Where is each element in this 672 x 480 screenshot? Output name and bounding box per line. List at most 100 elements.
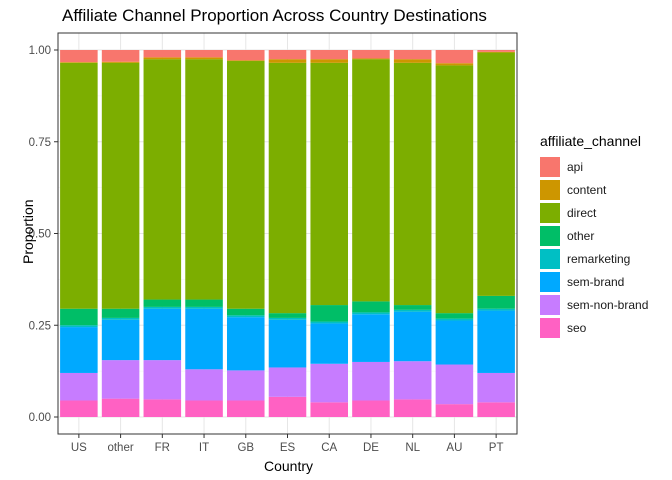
- bar-segment-it-sem-brand: [185, 308, 223, 370]
- legend-key-swatch: [540, 225, 560, 246]
- bar-segment-au-direct: [435, 65, 474, 314]
- legend-key-swatch: [540, 202, 560, 223]
- bar-segment-ca-other: [310, 305, 349, 322]
- bar-segment-au-remarketing: [435, 318, 474, 321]
- bar-segment-fr-sem-non-brand: [143, 360, 182, 400]
- bar-segment-es-content: [268, 59, 307, 63]
- bar-segment-au-other: [435, 313, 474, 319]
- legend-label: api: [567, 159, 584, 174]
- bar-segment-de-sem-non-brand: [352, 361, 390, 401]
- x-tick-label: DE: [363, 442, 379, 454]
- bar-segment-de-remarketing: [352, 312, 390, 315]
- bar-segment-gb-api: [226, 50, 265, 61]
- bar-segment-de-other: [352, 301, 390, 313]
- legend-key-swatch: [540, 294, 560, 315]
- bar-segment-ca-direct: [310, 62, 349, 306]
- bar-segment-other-remarketing: [101, 317, 140, 320]
- bar-segment-it-sem-non-brand: [185, 369, 223, 401]
- legend-label: seo: [567, 320, 587, 335]
- x-axis-title: Country: [264, 458, 314, 474]
- bar-segment-es-sem-non-brand: [268, 367, 307, 397]
- bar-segment-us-other: [60, 308, 98, 326]
- bar-segment-ca-content: [310, 59, 349, 63]
- x-tick-label: PT: [489, 442, 504, 454]
- bar-segment-nl-other: [393, 305, 432, 310]
- legend-item-other: other: [540, 224, 648, 247]
- x-tick-label: FR: [155, 442, 170, 454]
- legend-key-swatch: [540, 271, 560, 292]
- legend-label: sem-non-brand: [567, 297, 649, 312]
- bar-segment-de-seo: [352, 400, 390, 417]
- bar-segment-de-direct: [352, 59, 390, 302]
- bar-segment-nl-sem-non-brand: [393, 361, 432, 400]
- bar-segment-us-content: [60, 62, 98, 63]
- legend-label: sem-brand: [567, 274, 625, 289]
- bar-segment-de-content: [352, 58, 390, 60]
- legend-item-seo: seo: [540, 316, 648, 339]
- bar-segment-nl-api: [393, 50, 432, 60]
- legend-key-swatch: [540, 156, 560, 177]
- bar-segment-fr-content: [143, 57, 182, 60]
- bar-segment-ca-remarketing: [310, 321, 349, 324]
- bar-segment-pt-seo: [477, 402, 515, 417]
- chart-title: Affiliate Channel Proportion Across Coun…: [62, 6, 487, 25]
- bar-segment-es-other: [268, 313, 307, 318]
- bar-segment-other-content: [101, 61, 140, 63]
- bar-segment-other-sem-brand: [101, 319, 140, 361]
- x-tick-label: GB: [237, 442, 254, 454]
- legend-key-swatch: [540, 179, 560, 200]
- y-tick-label: 0.00: [29, 412, 51, 424]
- bar-segment-fr-direct: [143, 59, 182, 300]
- bar-segment-es-direct: [268, 62, 307, 314]
- legend-item-direct: direct: [540, 201, 648, 224]
- x-tick-label: ES: [280, 442, 296, 454]
- bar-segment-nl-direct: [393, 62, 432, 306]
- bar-segment-it-remarketing: [185, 306, 223, 309]
- bar-segment-pt-sem-brand: [477, 310, 515, 373]
- legend-label: direct: [567, 205, 597, 220]
- bar-segment-pt-remarketing: [477, 308, 515, 311]
- legend-item-sem-brand: sem-brand: [540, 270, 648, 293]
- bar-segment-nl-remarketing: [393, 309, 432, 312]
- bar-segment-pt-api: [477, 50, 515, 52]
- bar-segment-fr-sem-brand: [143, 308, 182, 361]
- bar-segment-es-sem-brand: [268, 319, 307, 368]
- bar-segment-ca-sem-non-brand: [310, 363, 349, 403]
- bar-segment-us-direct: [60, 62, 98, 309]
- bar-segment-it-other: [185, 299, 223, 307]
- bar-segment-fr-remarketing: [143, 306, 182, 309]
- bar-segment-gb-sem-brand: [226, 317, 265, 371]
- bar-segment-us-remarketing: [60, 325, 98, 328]
- y-axis-title: Proportion: [20, 199, 36, 264]
- legend-key-swatch: [540, 248, 560, 269]
- x-tick-label: AU: [446, 442, 462, 454]
- legend-item-remarketing: remarketing: [540, 247, 648, 270]
- y-tick-label: 0.25: [29, 320, 51, 332]
- bar-segment-ca-sem-brand: [310, 323, 349, 364]
- bar-segment-it-content: [185, 57, 223, 60]
- legend-items: api content direct other remarketing sem-bran…: [540, 155, 648, 339]
- bar-segment-au-content: [435, 63, 474, 66]
- bar-segment-nl-seo: [393, 399, 432, 417]
- legend-item-sem-non-brand: sem-non-brand: [540, 293, 648, 316]
- bar-segment-pt-content: [477, 51, 515, 53]
- y-tick-label: 1.00: [29, 45, 51, 57]
- bar-segment-pt-other: [477, 295, 515, 309]
- bar-segment-au-seo: [435, 404, 474, 417]
- bar-segment-ca-api: [310, 50, 349, 60]
- bar-segment-gb-seo: [226, 400, 265, 417]
- bar-segment-de-api: [352, 50, 390, 59]
- legend-key-swatch: [540, 317, 560, 338]
- legend: affiliate_channel api content direct other r…: [540, 133, 648, 339]
- legend-item-api: api: [540, 155, 648, 178]
- bar-segment-fr-seo: [143, 399, 182, 417]
- x-tick-label: NL: [405, 442, 420, 454]
- legend-label: content: [567, 182, 607, 197]
- bar-segment-au-sem-brand: [435, 320, 474, 365]
- y-tick-label: 0.75: [29, 137, 51, 149]
- bar-segment-fr-api: [143, 50, 182, 58]
- bar-segment-other-direct: [101, 62, 140, 309]
- bar-segment-au-sem-non-brand: [435, 364, 474, 405]
- bar-segment-gb-content: [226, 60, 265, 62]
- bar-segment-gb-sem-non-brand: [226, 370, 265, 401]
